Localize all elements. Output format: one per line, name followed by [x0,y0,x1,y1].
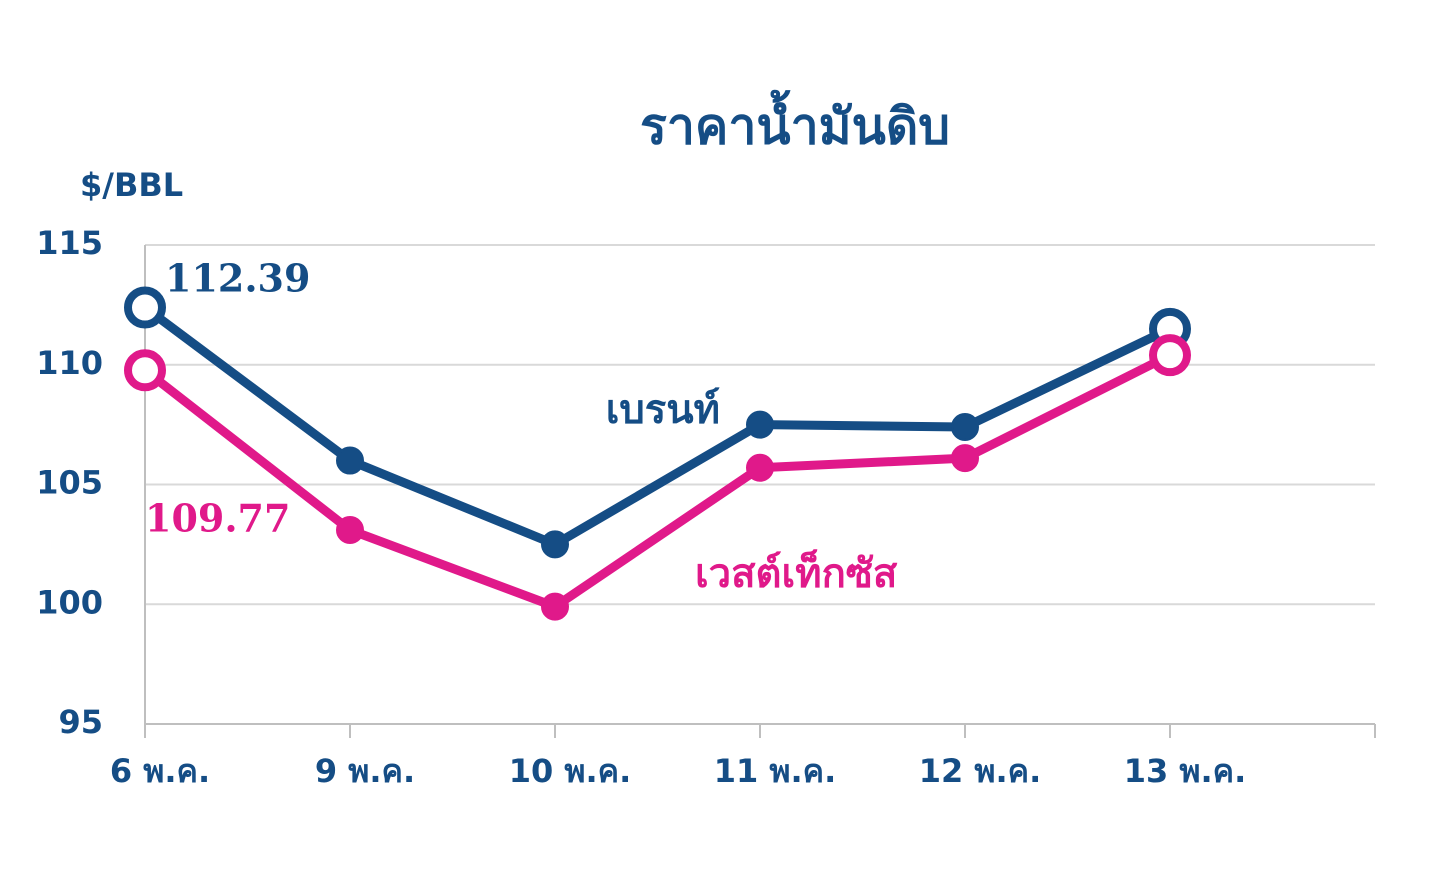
y-tick-label: 115 [36,224,103,262]
point-marker [124,349,166,392]
y-tick-label: 95 [58,703,103,741]
point-marker [124,286,166,329]
point-marker [541,530,569,559]
series-label: เวสต์เท็กซัส [695,548,898,597]
point-marker [336,446,364,475]
y-tick-label: 105 [36,464,103,502]
x-tick-label: 10 พ.ค. [509,752,631,790]
data-label: 109.77 [145,496,290,541]
series-line [142,351,1173,612]
point-marker [951,444,979,473]
y-tick-label: 100 [36,583,103,621]
x-tick-label: 13 พ.ค. [1124,752,1246,790]
y-tick-label: 110 [36,344,103,382]
point-marker [746,410,774,439]
point-marker [541,592,569,621]
y-axis-label: $/BBL [80,166,183,204]
x-tick-label: 9 พ.ค. [315,752,415,790]
point-marker [1149,334,1191,377]
series-line [142,303,1172,549]
data-label: 112.39 [165,256,310,301]
x-tick-label: 6 พ.ค. [110,752,210,790]
x-tick-label: 11 พ.ค. [714,752,836,790]
chart-title: ราคาน้ำมันดิบ [640,90,950,156]
point-marker [951,413,979,442]
series-label: เบรนท์ [606,387,720,433]
x-tick-label: 12 พ.ค. [919,752,1041,790]
point-marker [746,453,774,482]
point-marker [336,516,364,545]
